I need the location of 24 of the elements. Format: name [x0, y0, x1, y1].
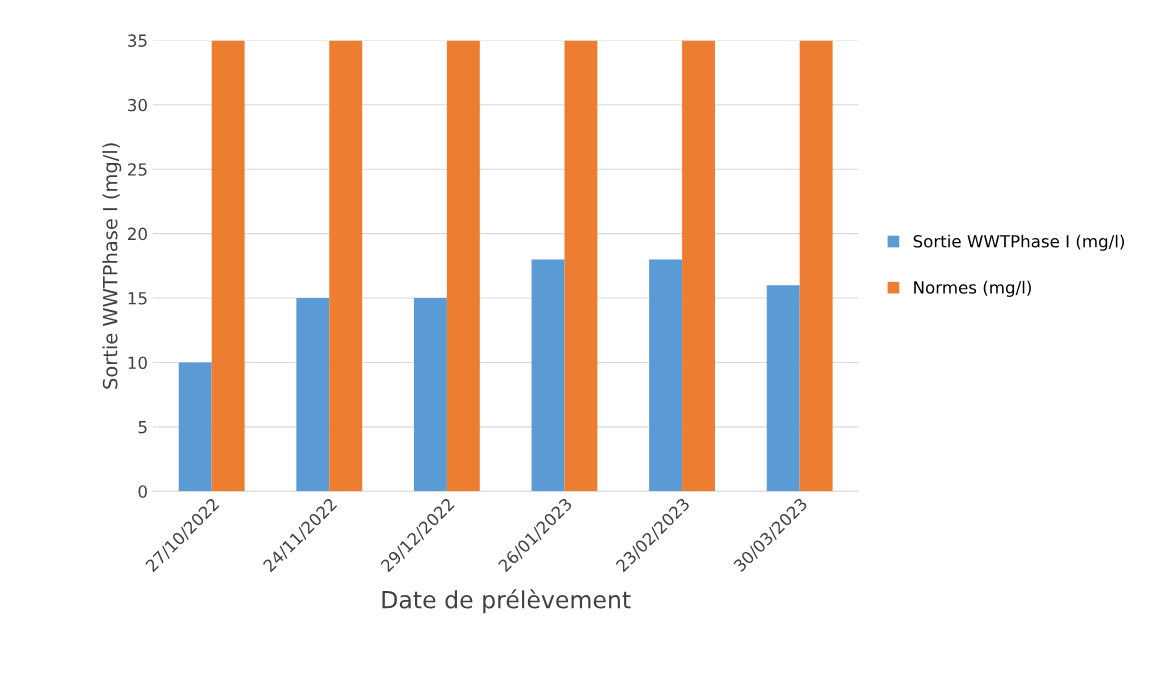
y-tick-label: 15	[128, 292, 147, 305]
bar	[446, 40, 480, 492]
y-axis-title: Sortie WWTPhase I (mg/l)	[102, 143, 122, 389]
y-tick-label: 0	[138, 485, 147, 498]
bar	[178, 362, 212, 492]
bar	[766, 285, 800, 492]
legend-label: Sortie WWTPhase I (mg/l)	[913, 234, 1124, 251]
legend-label: Normes (mg/l)	[914, 280, 1031, 297]
bar	[211, 40, 245, 492]
y-tick-label: 25	[128, 163, 147, 176]
bar	[564, 40, 598, 492]
bar	[296, 298, 330, 492]
y-tick-label: 10	[128, 356, 147, 370]
y-tick-label: 35	[128, 34, 147, 47]
x-axis-title: Date de prélèvement	[382, 589, 631, 614]
y-tick-label: 20	[128, 227, 147, 241]
bar	[649, 259, 683, 492]
bar	[531, 259, 565, 492]
bar	[682, 40, 716, 492]
bar	[799, 40, 833, 492]
y-tick-label: 5	[138, 421, 147, 434]
bar	[413, 298, 447, 492]
y-tick-label: 30	[128, 98, 147, 112]
bar	[329, 40, 363, 492]
